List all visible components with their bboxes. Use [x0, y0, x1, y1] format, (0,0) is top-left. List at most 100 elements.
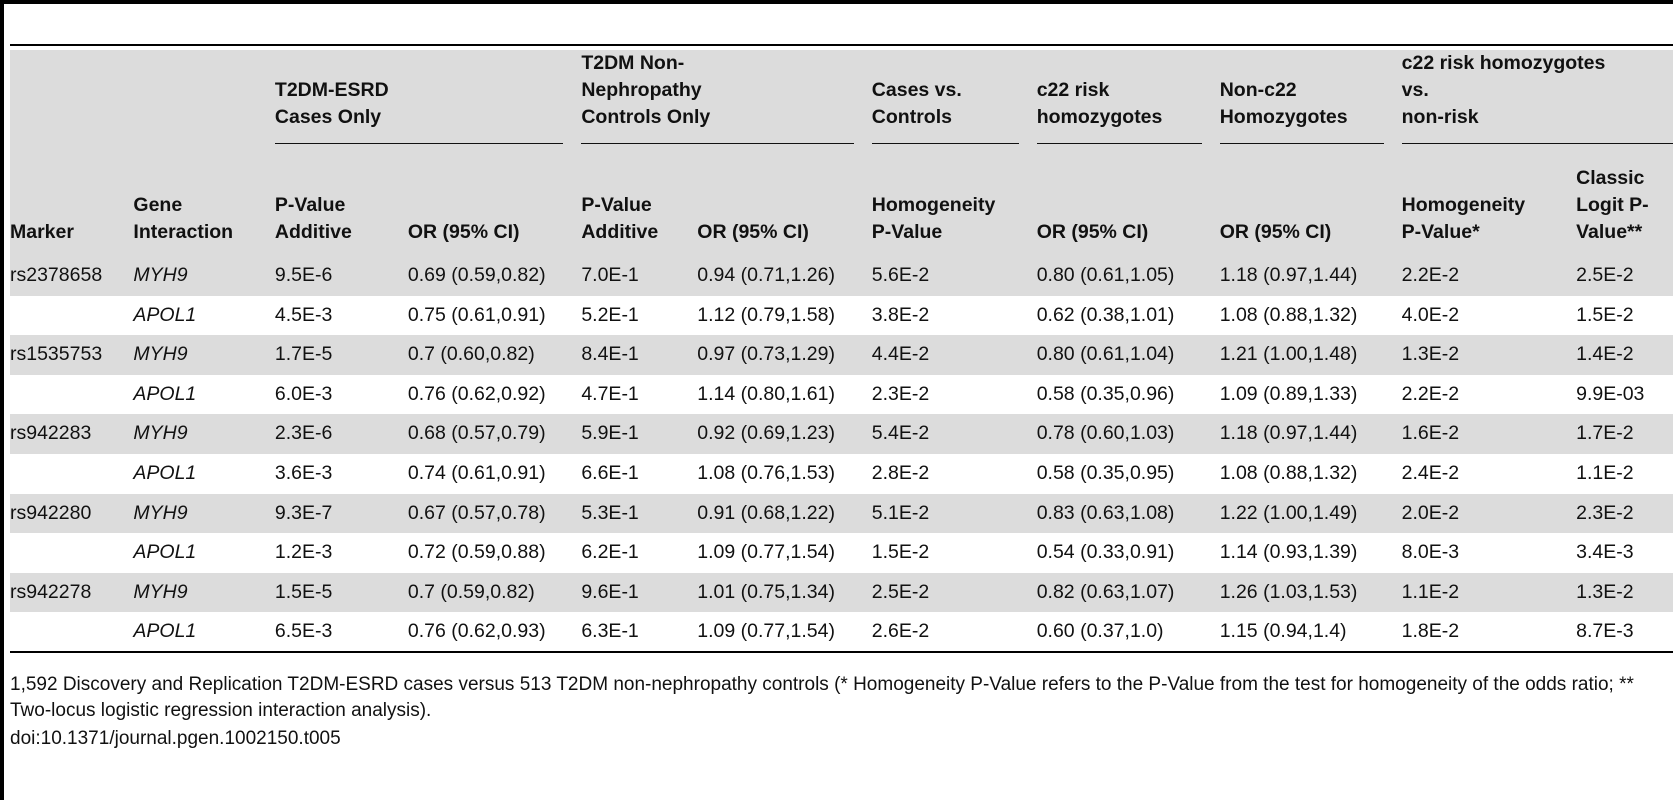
- cell-cases-p-value: 2.3E-6: [274, 422, 333, 445]
- table-body: rs2378658 MYH9 9.5E-6 0.69 (0.59,0.82) 7.0E-…: [10, 256, 1673, 652]
- group-header-risk-vs-nonrisk-text: c22 risk homozygotes vs. non-risk: [1401, 50, 1673, 144]
- cell-marker: [10, 533, 133, 573]
- table-row: APOL1 6.5E-3 0.76 (0.62,0.93) 6.3E-1 1.09 (0…: [10, 612, 1673, 652]
- cell-c22-risk-or: 0.58 (0.35,0.95): [1036, 461, 1175, 484]
- cell-cases-or: 0.68 (0.57,0.79): [407, 422, 546, 445]
- group-header-cases-only: T2DM-ESRD Cases Only: [274, 50, 581, 156]
- cell-c22-risk-or: 0.58 (0.35,0.96): [1036, 382, 1175, 405]
- group-header-c22-risk-text: c22 risk homozygotes: [1036, 77, 1202, 144]
- cell-controls-p-value: 6.3E-1: [581, 620, 639, 643]
- cell-cases-or: 0.76 (0.62,0.93): [407, 620, 546, 643]
- group-header-non-c22-text: Non-c22 Homozygotes: [1219, 77, 1384, 144]
- cell-homogeneity-p-value-star: 8.0E-3: [1401, 541, 1460, 564]
- column-header-homogeneity-p-value: Homogeneity P-Value: [871, 194, 996, 243]
- group-header-empty: [10, 50, 133, 156]
- cell-controls-or: 1.12 (0.79,1.58): [697, 303, 835, 326]
- cell-controls-or: 1.14 (0.80,1.61): [697, 382, 835, 405]
- cell-non-c22-or: 1.18 (0.97,1.44): [1219, 264, 1358, 286]
- cell-homogeneity-p-value-star: 1.6E-2: [1401, 422, 1460, 445]
- cell-controls-or: 1.09 (0.77,1.54): [697, 541, 835, 564]
- cell-marker: [10, 612, 133, 652]
- cell-non-c22-or: 1.21 (1.00,1.48): [1219, 343, 1358, 366]
- cell-cases-or: 0.7 (0.59,0.82): [407, 580, 535, 603]
- cell-gene-interaction: APOL1: [133, 461, 197, 484]
- cell-homogeneity-p-value: 2.6E-2: [871, 620, 930, 643]
- cell-non-c22-or: 1.26 (1.03,1.53): [1219, 580, 1358, 603]
- cell-gene-interaction: APOL1: [133, 382, 197, 405]
- cell-c22-risk-or: 0.62 (0.38,1.01): [1036, 303, 1175, 326]
- table-row: rs1535753 MYH9 1.7E-5 0.7 (0.60,0.82) 8.4E-1…: [10, 335, 1673, 375]
- table-bottom-rule: [10, 651, 1673, 653]
- cell-non-c22-or: 1.15 (0.94,1.4): [1219, 620, 1347, 643]
- group-header-controls-only-text: T2DM Non- Nephropathy Controls Only: [581, 50, 854, 144]
- table-row: rs942280 MYH9 9.3E-7 0.67 (0.57,0.78) 5.3E-1…: [10, 493, 1673, 534]
- left-border: [0, 0, 4, 800]
- cell-cases-or: 0.76 (0.62,0.92): [407, 382, 546, 405]
- cell-cases-p-value: 1.7E-5: [274, 343, 333, 366]
- group-header-row: T2DM-ESRD Cases Only T2DM Non- Nephropathy…: [10, 50, 1673, 156]
- cell-cases-or: 0.69 (0.59,0.82): [407, 264, 546, 286]
- cell-cases-p-value: 9.5E-6: [274, 264, 333, 286]
- group-header-non-c22: Non-c22 Homozygotes: [1219, 50, 1402, 156]
- results-table-container: T2DM-ESRD Cases Only T2DM Non- Nephropathy…: [10, 50, 1673, 652]
- cell-homogeneity-p-value: 2.8E-2: [871, 461, 930, 484]
- column-header-cases-or: OR (95% CI): [407, 221, 520, 243]
- cell-cases-or: 0.7 (0.60,0.82): [407, 343, 535, 366]
- column-header-classic-logit-p-value: Classic Logit P- Value**: [1576, 167, 1649, 243]
- group-header-empty: [133, 50, 275, 156]
- group-header-risk-vs-nonrisk: c22 risk homozygotes vs. non-risk: [1401, 50, 1673, 156]
- cell-cases-p-value: 9.3E-7: [274, 501, 333, 524]
- cell-gene-interaction: APOL1: [133, 620, 197, 643]
- cell-classic-logit-p-value: 1.1E-2: [1576, 461, 1634, 484]
- column-header-marker: Marker: [10, 221, 74, 243]
- cell-controls-p-value: 8.4E-1: [581, 343, 639, 366]
- top-border: [0, 0, 1673, 4]
- table-top-rule: [10, 44, 1673, 46]
- column-header-cases-p-value: P-Value Additive: [274, 194, 352, 243]
- cell-non-c22-or: 1.08 (0.88,1.32): [1219, 303, 1358, 326]
- cell-c22-risk-or: 0.83 (0.63,1.08): [1036, 501, 1175, 524]
- cell-homogeneity-p-value: 5.1E-2: [871, 501, 930, 524]
- group-header-c22-risk: c22 risk homozygotes: [1036, 50, 1220, 156]
- cell-homogeneity-p-value: 3.8E-2: [871, 303, 930, 326]
- cell-classic-logit-p-value: 2.3E-2: [1576, 501, 1634, 524]
- cell-non-c22-or: 1.14 (0.93,1.39): [1219, 541, 1358, 564]
- cell-marker: rs942280: [10, 501, 92, 524]
- cell-classic-logit-p-value: 3.4E-3: [1576, 541, 1634, 564]
- table-row: rs942283 MYH9 2.3E-6 0.68 (0.57,0.79) 5.9E-1…: [10, 414, 1673, 454]
- cell-classic-logit-p-value: 8.7E-3: [1576, 620, 1634, 643]
- cell-homogeneity-p-value: 5.6E-2: [871, 264, 930, 286]
- cell-homogeneity-p-value-star: 4.0E-2: [1401, 303, 1460, 326]
- cell-controls-p-value: 7.0E-1: [581, 264, 639, 286]
- cell-marker: [10, 375, 133, 415]
- cell-homogeneity-p-value: 5.4E-2: [871, 422, 930, 445]
- cell-classic-logit-p-value: 1.4E-2: [1576, 343, 1634, 366]
- cell-controls-p-value: 6.6E-1: [581, 461, 639, 484]
- cell-classic-logit-p-value: 9.9E-03: [1576, 382, 1645, 405]
- cell-cases-p-value: 6.5E-3: [274, 620, 333, 643]
- cell-marker: rs1535753: [10, 343, 103, 366]
- table-row: rs942278 MYH9 1.5E-5 0.7 (0.59,0.82) 9.6E-1 1…: [10, 572, 1673, 613]
- cell-controls-p-value: 4.7E-1: [581, 382, 639, 405]
- cell-cases-or: 0.67 (0.57,0.78): [407, 501, 546, 524]
- cell-c22-risk-or: 0.54 (0.33,0.91): [1036, 541, 1175, 564]
- table-row: APOL1 4.5E-3 0.75 (0.61,0.91) 5.2E-1 1.12 (0…: [10, 295, 1673, 336]
- column-header-controls-or: OR (95% CI): [697, 221, 809, 243]
- cell-cases-or: 0.75 (0.61,0.91): [407, 303, 546, 326]
- group-header-controls-only: T2DM Non- Nephropathy Controls Only: [581, 50, 871, 156]
- cell-controls-p-value: 5.2E-1: [581, 303, 639, 326]
- cell-homogeneity-p-value: 4.4E-2: [871, 343, 930, 366]
- cell-homogeneity-p-value-star: 1.8E-2: [1401, 620, 1460, 643]
- cell-controls-p-value: 5.9E-1: [581, 422, 639, 445]
- table-row: rs2378658 MYH9 9.5E-6 0.69 (0.59,0.82) 7.0E-…: [10, 256, 1673, 296]
- column-header-non-c22-or: OR (95% CI): [1219, 221, 1332, 243]
- cell-gene-interaction: APOL1: [133, 303, 197, 326]
- cell-homogeneity-p-value-star: 2.2E-2: [1401, 382, 1460, 405]
- cell-homogeneity-p-value: 2.5E-2: [871, 580, 930, 603]
- cell-homogeneity-p-value-star: 2.2E-2: [1401, 264, 1460, 286]
- cell-non-c22-or: 1.09 (0.89,1.33): [1219, 382, 1358, 405]
- cell-non-c22-or: 1.22 (1.00,1.49): [1219, 501, 1358, 524]
- cell-non-c22-or: 1.18 (0.97,1.44): [1219, 422, 1358, 445]
- cell-classic-logit-p-value: 2.5E-2: [1576, 264, 1634, 286]
- cell-controls-or: 0.92 (0.69,1.23): [697, 422, 835, 445]
